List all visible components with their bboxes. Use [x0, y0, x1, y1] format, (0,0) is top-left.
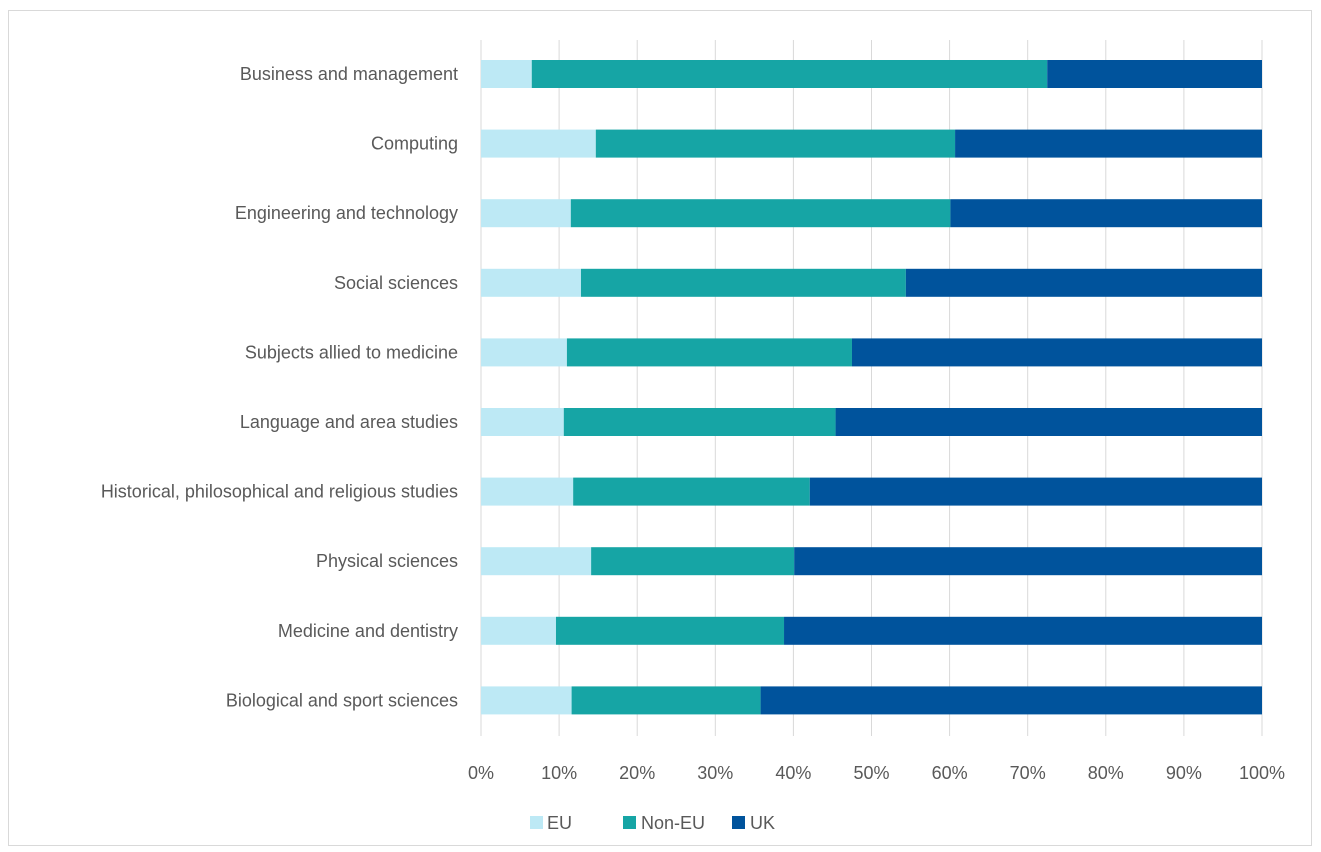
bar-segment-non-eu	[573, 478, 810, 506]
bar-segment-non-eu	[556, 617, 784, 645]
bar-segment-uk	[784, 617, 1262, 645]
legend-label: UK	[750, 813, 775, 833]
category-label: Business and management	[240, 64, 458, 84]
x-tick-label: 100%	[1239, 763, 1285, 783]
bar-segment-eu	[481, 408, 564, 436]
legend-swatch	[530, 816, 543, 829]
legend-swatch	[732, 816, 745, 829]
bar-segment-eu	[481, 617, 556, 645]
bar-segment-uk	[852, 338, 1262, 366]
bar-segment-uk	[950, 199, 1262, 227]
bar-segment-non-eu	[596, 130, 955, 158]
category-label: Language and area studies	[240, 412, 458, 432]
category-label: Social sciences	[334, 273, 458, 293]
x-tick-label: 90%	[1166, 763, 1202, 783]
x-tick-label: 70%	[1010, 763, 1046, 783]
bar-segment-non-eu	[564, 408, 836, 436]
legend-label: Non-EU	[641, 813, 705, 833]
x-tick-label: 30%	[697, 763, 733, 783]
bar-segment-uk	[794, 547, 1262, 575]
legend: EU Non-EU UK	[530, 813, 775, 833]
category-label: Historical, philosophical and religious …	[101, 482, 458, 502]
category-label: Engineering and technology	[235, 203, 458, 223]
legend-swatch	[623, 816, 636, 829]
bar-segment-eu	[481, 686, 572, 714]
x-tick-label: 40%	[775, 763, 811, 783]
bar-segment-uk	[1047, 60, 1262, 88]
bar-segment-uk	[810, 478, 1262, 506]
bar-segment-uk	[836, 408, 1262, 436]
bar-segment-eu	[481, 199, 571, 227]
bar-segment-uk	[761, 686, 1262, 714]
category-label: Biological and sport sciences	[226, 690, 458, 710]
bar-segment-eu	[481, 478, 573, 506]
bar-segment-non-eu	[571, 199, 951, 227]
category-label: Computing	[371, 134, 458, 154]
bar-segment-non-eu	[532, 60, 1047, 88]
x-tick-label: 80%	[1088, 763, 1124, 783]
x-tick-label: 60%	[932, 763, 968, 783]
bar-segment-eu	[481, 269, 581, 297]
bar-segment-uk	[955, 130, 1262, 158]
x-tick-label: 20%	[619, 763, 655, 783]
bar-segment-eu	[481, 338, 567, 366]
bar-segment-uk	[906, 269, 1262, 297]
bar-segment-eu	[481, 547, 591, 575]
category-label: Subjects allied to medicine	[245, 342, 458, 362]
bar-segment-non-eu	[572, 686, 761, 714]
bar-segment-non-eu	[581, 269, 906, 297]
x-tick-labels: 0% 10% 20% 30% 40% 50% 60% 70% 80% 90% 100%	[468, 763, 1285, 783]
x-tick-label: 10%	[541, 763, 577, 783]
bar-segment-eu	[481, 60, 532, 88]
category-label: Physical sciences	[316, 551, 458, 571]
x-tick-label: 0%	[468, 763, 494, 783]
x-tick-label: 50%	[853, 763, 889, 783]
legend-label: EU	[547, 813, 572, 833]
bar-segment-non-eu	[591, 547, 794, 575]
bar-segment-eu	[481, 130, 596, 158]
bar-segment-non-eu	[567, 338, 852, 366]
category-label: Medicine and dentistry	[278, 621, 458, 641]
category-labels: Business and management Computing Engineer…	[101, 64, 458, 710]
